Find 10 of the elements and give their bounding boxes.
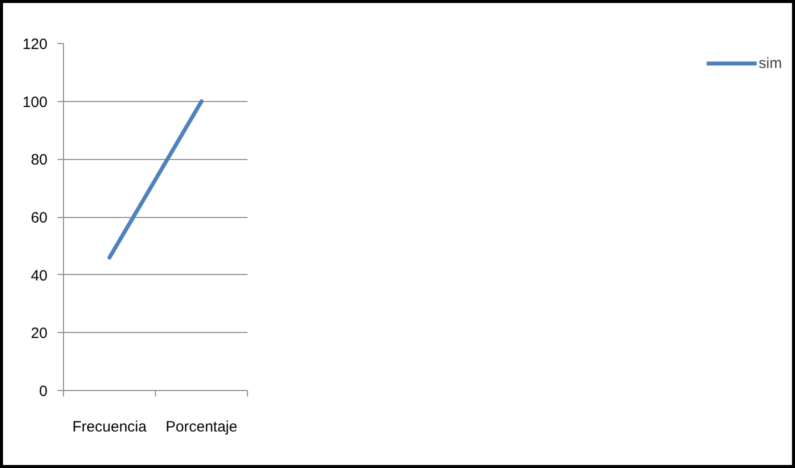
x-tick-label: Porcentaje — [166, 418, 238, 436]
y-tick-label: 80 — [30, 152, 48, 169]
y-tick-label: 20 — [30, 325, 48, 342]
x-tick-label: Frecuencia — [72, 418, 148, 436]
y-tick-label: 0 — [39, 383, 48, 400]
y-tick-label: 60 — [30, 210, 48, 226]
legend-label: sim — [758, 54, 782, 72]
y-tick-label: 40 — [30, 267, 48, 284]
y-tick-label: 120 — [22, 36, 48, 53]
y-tick-label: 100 — [22, 94, 48, 111]
